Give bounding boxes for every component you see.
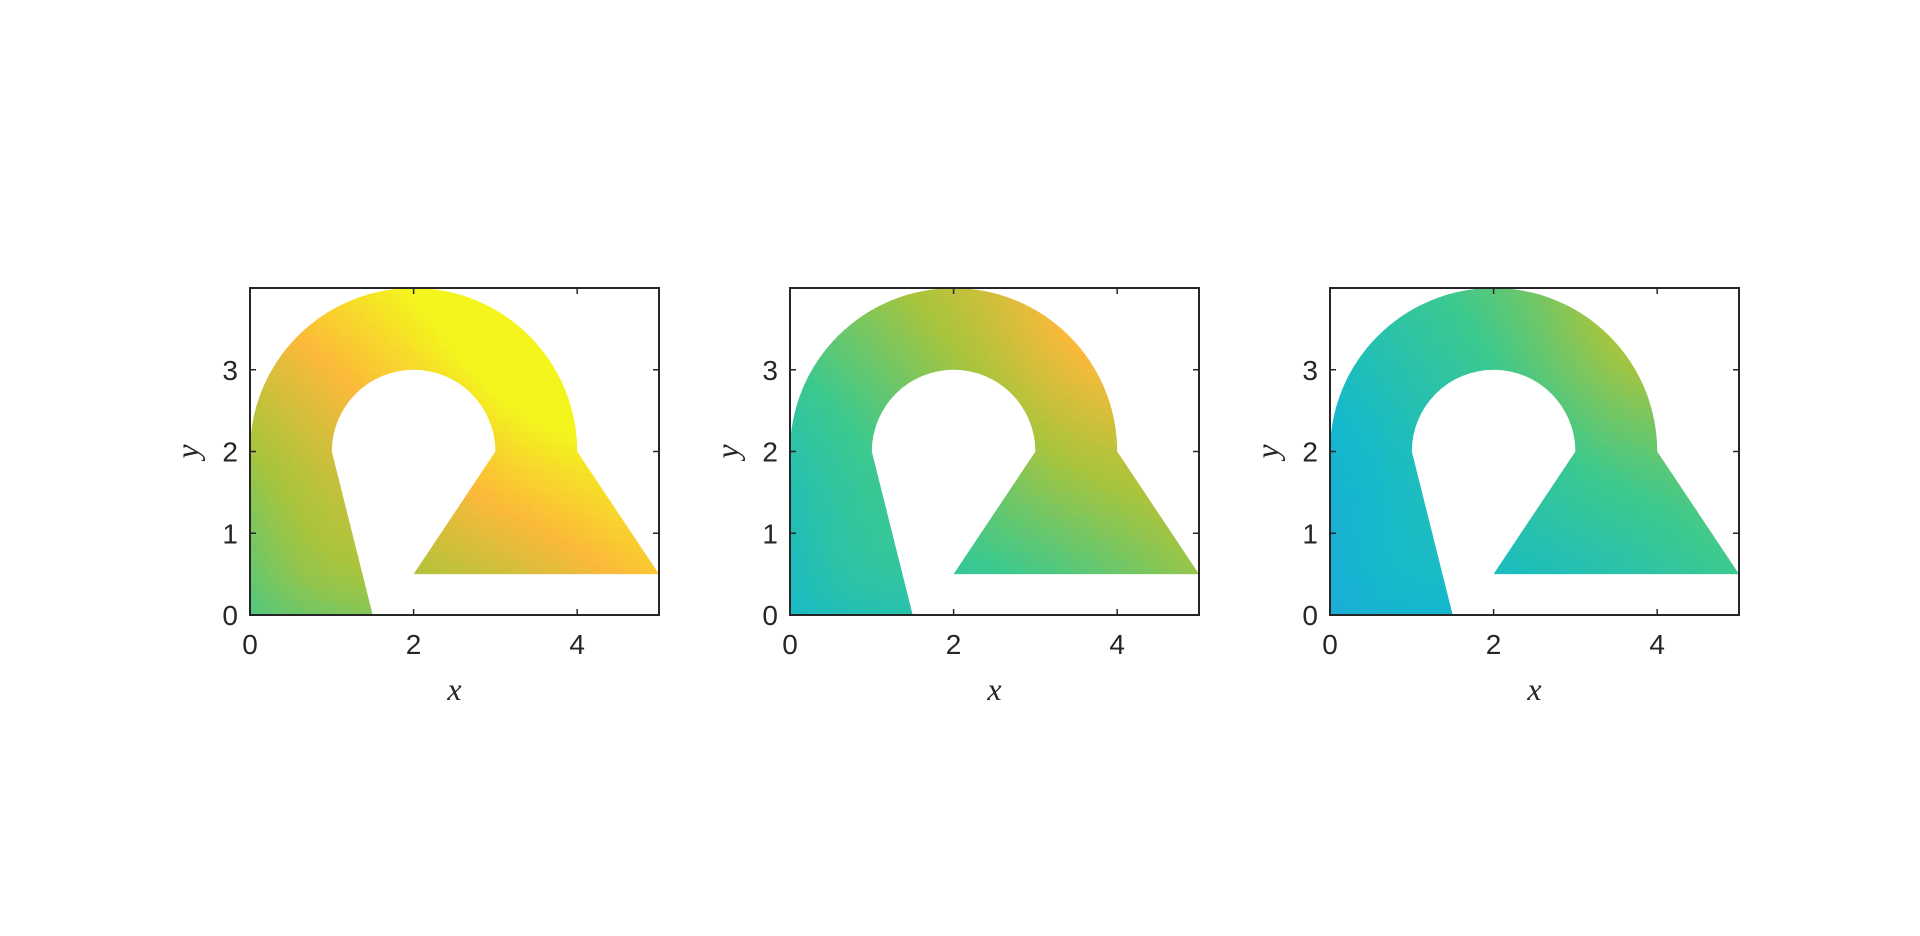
x-tick-label: 0 xyxy=(1322,629,1338,660)
solution-field xyxy=(790,288,1199,615)
y-tick-label: 3 xyxy=(762,355,778,386)
panel-1: 0 2 4 0 1 2 3 x y xyxy=(169,287,660,707)
x-tick-label: 4 xyxy=(1109,629,1125,660)
panel-3: 0 2 4 0 1 2 3 x y xyxy=(1249,287,1740,707)
solution-field xyxy=(1330,288,1739,615)
x-tick-label: 2 xyxy=(406,629,422,660)
x-tick-label: 0 xyxy=(782,629,798,660)
x-tick-label: 2 xyxy=(1486,629,1502,660)
y-tick-label: 3 xyxy=(1302,355,1318,386)
y-tick-label: 0 xyxy=(1302,600,1318,631)
x-tick-label: 0 xyxy=(242,629,258,660)
y-tick-label: 3 xyxy=(222,355,238,386)
y-tick-label: 2 xyxy=(762,437,778,468)
solution-field xyxy=(250,288,659,615)
y-tick-label: 0 xyxy=(762,600,778,631)
y-tick-label: 2 xyxy=(222,437,238,468)
y-tick-label: 0 xyxy=(222,600,238,631)
y-tick-label: 2 xyxy=(1302,437,1318,468)
x-axis-label: x xyxy=(446,671,461,707)
y-axis-label: y xyxy=(169,444,205,462)
y-axis-label: y xyxy=(709,444,745,462)
x-axis-label: x xyxy=(986,671,1001,707)
x-tick-label: 4 xyxy=(1649,629,1665,660)
x-axis-label: x xyxy=(1526,671,1541,707)
x-tick-label: 4 xyxy=(569,629,585,660)
y-tick-label: 1 xyxy=(222,518,238,549)
y-axis-label: y xyxy=(1249,444,1285,462)
y-tick-label: 1 xyxy=(1302,518,1318,549)
y-tick-label: 1 xyxy=(762,518,778,549)
panel-2: 0 2 4 0 1 2 3 x y xyxy=(709,287,1200,707)
x-tick-label: 2 xyxy=(946,629,962,660)
